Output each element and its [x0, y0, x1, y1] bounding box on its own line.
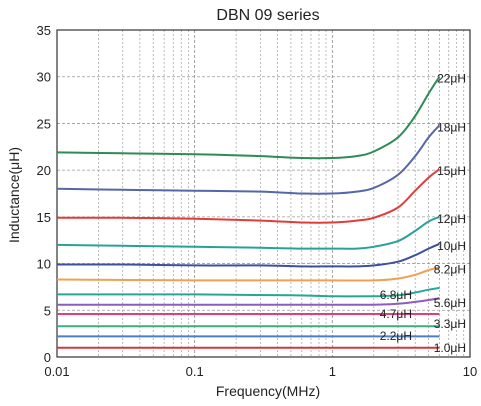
y-axis-ticks: 0 5 10 15 20 25 30 35: [37, 23, 51, 365]
series-line: [56, 215, 440, 250]
x-tick-label: 0.01: [44, 364, 69, 379]
x-tick-label: 10: [463, 364, 477, 379]
y-tick-label: 0: [44, 350, 51, 365]
series-label: 8.2μH: [434, 262, 466, 276]
series-line: [56, 168, 441, 224]
y-tick-label: 20: [37, 163, 51, 178]
series-line: [56, 286, 440, 298]
x-axis-label: Frequency(MHz): [216, 383, 320, 399]
y-axis-label: Inductance(μH): [6, 147, 22, 243]
series-layer: [56, 76, 441, 349]
y-tick-label: 25: [37, 116, 51, 131]
y-tick-label: 35: [37, 23, 51, 38]
series-line: [56, 76, 441, 160]
series-label: 22μH: [437, 72, 466, 86]
grid-lines: [56, 29, 470, 358]
series-label: 10μH: [437, 239, 466, 253]
series-label: 4.7μH: [380, 307, 412, 321]
series-label: 18μH: [437, 120, 466, 134]
series-label: 3.3μH: [434, 317, 466, 331]
x-tick-label: 1: [329, 364, 336, 379]
y-tick-label: 5: [44, 303, 51, 318]
series-label: 5.6μH: [434, 296, 466, 310]
plot-frame: [56, 29, 471, 358]
series-line: [56, 243, 440, 268]
series-label: 6.8μH: [380, 288, 412, 302]
y-tick-label: 10: [37, 257, 51, 272]
series-label: 1.0μH: [434, 341, 466, 355]
x-tick-label: 0.1: [186, 364, 204, 379]
x-axis-ticks: 0.01 0.1 1 10: [44, 364, 477, 379]
series-label: 2.2μH: [380, 329, 412, 343]
y-tick-label: 30: [37, 70, 51, 85]
chart-title: DBN 09 series: [216, 7, 319, 24]
y-tick-label: 15: [37, 210, 51, 225]
series-label: 12μH: [437, 212, 466, 226]
series-label: 15μH: [437, 164, 466, 178]
series-line: [56, 124, 441, 195]
series-line: [57, 297, 440, 306]
series-line: [56, 266, 440, 282]
series-labels: 22μH 18μH 15μH 12μH 10μH 8.2μH 6.8μH 5.6μH 4.7μH…: [380, 72, 466, 355]
